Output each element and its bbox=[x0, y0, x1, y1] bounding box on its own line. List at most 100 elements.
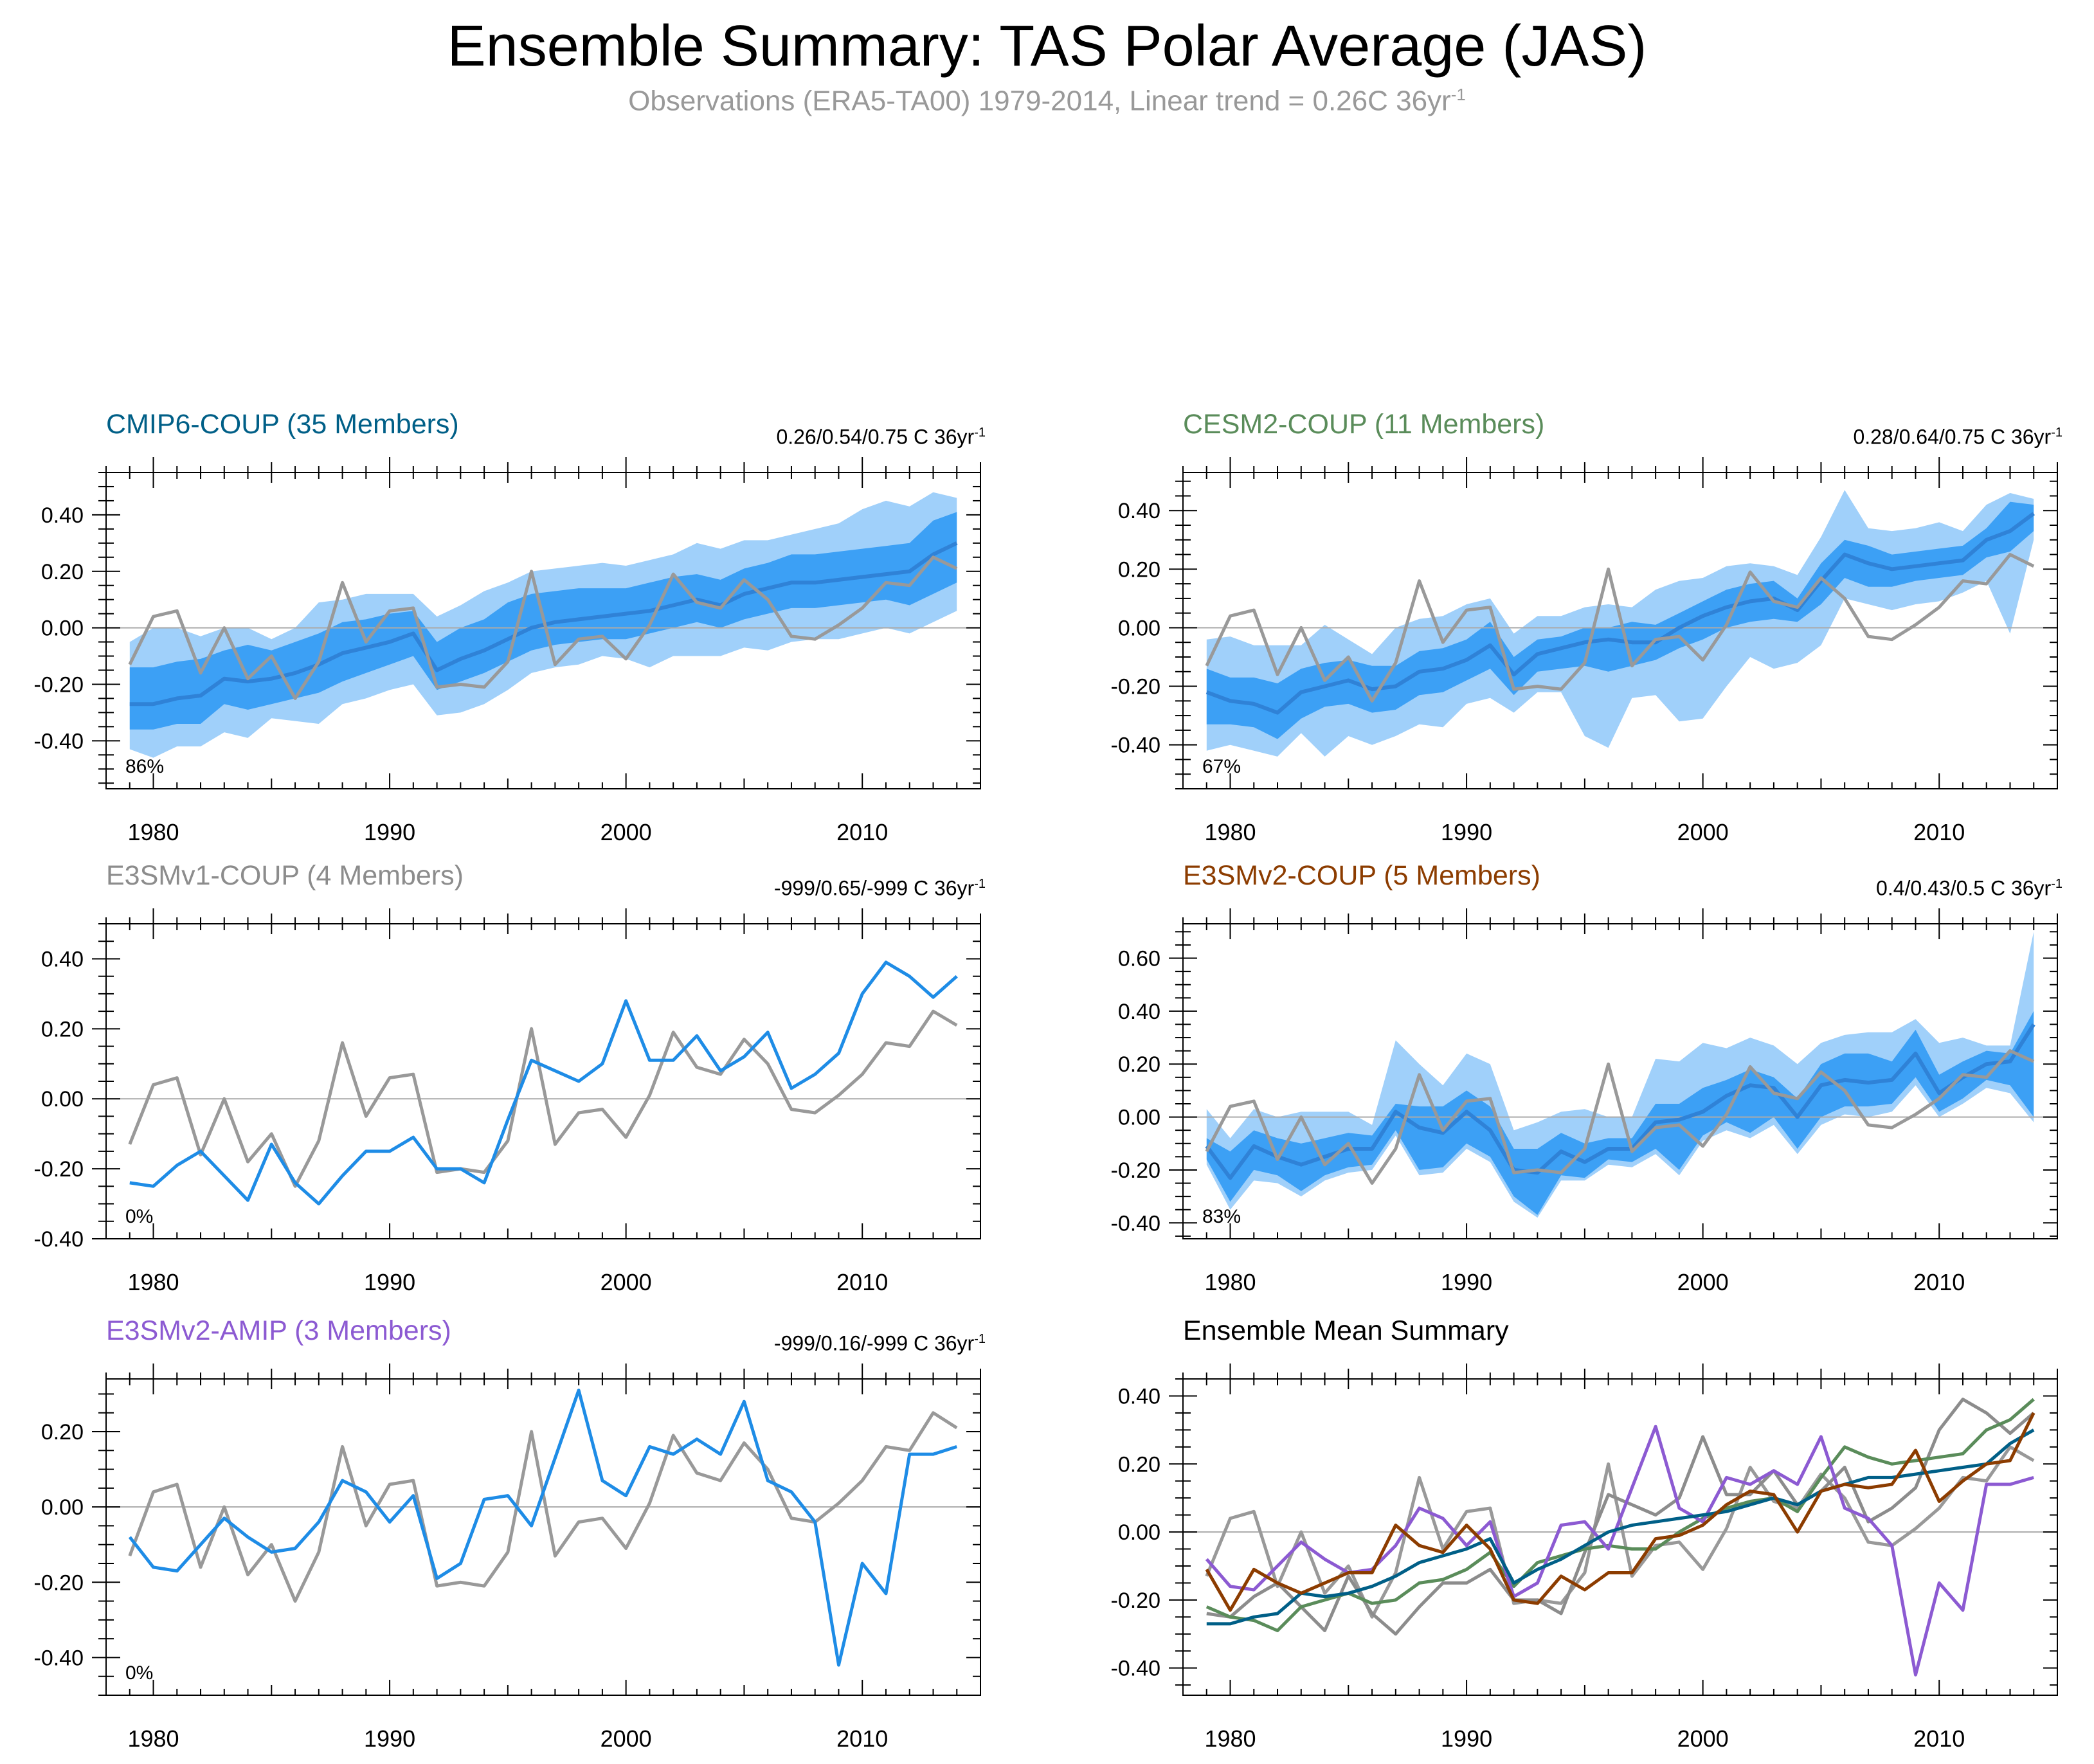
e3smv2-percent-label: 83% bbox=[1202, 1206, 1241, 1227]
e3smv1-trend-superscript: -1 bbox=[974, 877, 986, 891]
e3smv2-ytick-label: 0.20 bbox=[1118, 1052, 1160, 1077]
summary-xtick-label: 1990 bbox=[1441, 1725, 1492, 1752]
cmip6-ytick-label: -0.40 bbox=[34, 729, 84, 753]
e3smv2-ytick-label: 0.60 bbox=[1118, 947, 1160, 971]
cesm2-title: CESM2-COUP (11 Members) bbox=[1183, 408, 1544, 440]
e3smv2-trend-text: 0.4/0.43/0.5 C 36yr bbox=[1876, 876, 2052, 900]
cmip6-ticks bbox=[92, 457, 981, 789]
e3smv1-ytick-label: 0.40 bbox=[41, 947, 84, 971]
cesm2-frame bbox=[1182, 472, 2058, 789]
e3smv1-plot-area bbox=[106, 960, 980, 1206]
cesm2-panel: 0.40 0.20 0.00 -0.20 -0.40 1980 1990 2000 2010 67… bbox=[1111, 457, 2058, 845]
cmip6-xtick-label: 2000 bbox=[600, 819, 652, 845]
e3smv1-ytick-label: 0.00 bbox=[41, 1087, 84, 1112]
e3smv1-observation-line bbox=[128, 1009, 958, 1188]
summary-xtick-label: 2000 bbox=[1677, 1725, 1729, 1752]
cmip6-ytick-label: 0.40 bbox=[41, 503, 84, 528]
cmip6-title-text: CMIP6-COUP (35 Members) bbox=[106, 409, 459, 440]
e3smv2-xtick-label: 1980 bbox=[1204, 1269, 1256, 1295]
cmip6-trend-superscript: -1 bbox=[974, 426, 986, 440]
summary-xtick-label: 2010 bbox=[1913, 1725, 1965, 1752]
amip-trend-superscript: -1 bbox=[974, 1332, 986, 1346]
summary-xtick-label: 1980 bbox=[1204, 1725, 1256, 1752]
e3smv2-xtick-label: 2000 bbox=[1677, 1269, 1729, 1295]
subtitle-superscript: -1 bbox=[1450, 85, 1466, 104]
summary-series-amip bbox=[1205, 1425, 2034, 1677]
cmip6-xtick-label: 1990 bbox=[364, 819, 415, 845]
e3smv2-panel: 0.60 0.40 0.20 0.00 -0.20 -0.40 1980 1990 2000 20… bbox=[1111, 908, 2058, 1295]
cmip6-panel: 0.40 0.20 0.00 -0.20 -0.40 1980 1990 2000 2010 86… bbox=[34, 457, 981, 845]
cmip6-percent-label: 86% bbox=[125, 756, 164, 777]
cmip6-xtick-label: 1980 bbox=[127, 819, 179, 845]
subtitle-text: Observations (ERA5-TA00) 1979-2014, Line… bbox=[628, 85, 1451, 117]
e3smv2-xtick-label: 2010 bbox=[1913, 1269, 1965, 1295]
cmip6-observation-line bbox=[128, 555, 958, 700]
e3smv2-trend: 0.4/0.43/0.5 C 36yr-1 bbox=[1876, 871, 2062, 901]
e3smv1-panel: 0.40 0.20 0.00 -0.20 -0.40 1980 1990 2000 2010 0% bbox=[34, 908, 981, 1295]
e3smv2-observation-line bbox=[1205, 1049, 2035, 1185]
e3smv2-frame bbox=[1182, 923, 2058, 1239]
amip-panel: 0.20 0.00 -0.20 -0.40 1980 1990 2000 2010 0% bbox=[34, 1364, 981, 1752]
amip-xtick-label: 2010 bbox=[836, 1725, 888, 1752]
amip-title-text: E3SMv2-AMIP (3 Members) bbox=[106, 1315, 451, 1346]
cmip6-trend-text: 0.26/0.54/0.75 C 36yr bbox=[776, 425, 975, 449]
e3smv1-ticks bbox=[92, 908, 981, 1239]
summary-panel: 0.40 0.20 0.00 -0.20 -0.40 1980 1990 2000 2010 bbox=[1111, 1364, 2058, 1752]
cmip6-frame bbox=[105, 472, 981, 789]
e3smv1-ytick-label: -0.40 bbox=[34, 1227, 84, 1252]
e3smv2-title-text: E3SMv2-COUP (5 Members) bbox=[1183, 860, 1540, 891]
e3smv2-trend-superscript: -1 bbox=[2051, 877, 2062, 891]
cesm2-ytick-label: 0.40 bbox=[1118, 499, 1160, 523]
amip-ensemble-mean-line bbox=[128, 1389, 957, 1667]
e3smv1-title-text: E3SMv1-COUP (4 Members) bbox=[106, 860, 464, 891]
e3smv1-title: E3SMv1-COUP (4 Members) bbox=[106, 860, 464, 892]
summary-ytick-label: 0.20 bbox=[1118, 1452, 1160, 1477]
e3smv1-percent-label: 0% bbox=[125, 1206, 153, 1227]
cmip6-ytick-label: -0.20 bbox=[34, 672, 84, 697]
amip-trend: -999/0.16/-999 C 36yr-1 bbox=[774, 1326, 986, 1356]
e3smv1-xtick-label: 1980 bbox=[127, 1269, 179, 1295]
cesm2-trend: 0.28/0.64/0.75 C 36yr-1 bbox=[1853, 420, 2062, 450]
summary-series-e3smv1 bbox=[1206, 1398, 2035, 1636]
cesm2-ytick-label: 0.20 bbox=[1118, 557, 1160, 582]
page-title: Ensemble Summary: TAS Polar Average (JAS… bbox=[447, 14, 1647, 78]
amip-xtick-label: 1980 bbox=[127, 1725, 179, 1752]
e3smv2-xtick-label: 1990 bbox=[1441, 1269, 1492, 1295]
summary-ytick-label: -0.40 bbox=[1111, 1657, 1161, 1681]
cmip6-title: CMIP6-COUP (35 Members) bbox=[106, 408, 459, 440]
amip-xtick-label: 1990 bbox=[364, 1725, 415, 1752]
cesm2-ensemble-mean-line bbox=[1205, 512, 2035, 715]
cesm2-percent-label: 67% bbox=[1202, 756, 1241, 777]
e3smv2-ytick-label: 0.00 bbox=[1118, 1106, 1160, 1130]
amip-ticks bbox=[92, 1364, 981, 1696]
amip-ytick-label: -0.20 bbox=[34, 1571, 84, 1595]
page-subtitle: Observations (ERA5-TA00) 1979-2014, Line… bbox=[0, 85, 2094, 118]
e3smv1-xtick-label: 2010 bbox=[836, 1269, 888, 1295]
e3smv2-ensemble-mean-line bbox=[1205, 1023, 2035, 1180]
amip-frame bbox=[105, 1378, 981, 1696]
cesm2-xtick-label: 2000 bbox=[1677, 819, 1729, 845]
e3smv1-xtick-label: 1990 bbox=[364, 1269, 415, 1295]
cesm2-inner-band bbox=[1206, 501, 2034, 739]
cesm2-trend-superscript: -1 bbox=[2051, 426, 2062, 440]
summary-ytick-label: 0.00 bbox=[1118, 1520, 1160, 1545]
e3smv2-ytick-label: -0.40 bbox=[1111, 1211, 1161, 1236]
amip-title: E3SMv2-AMIP (3 Members) bbox=[106, 1315, 451, 1347]
e3smv2-inner-band bbox=[1206, 1011, 2034, 1215]
e3smv1-trend-text: -999/0.65/-999 C 36yr bbox=[773, 876, 975, 900]
e3smv1-xtick-label: 2000 bbox=[600, 1269, 652, 1295]
e3smv1-trend: -999/0.65/-999 C 36yr-1 bbox=[774, 871, 986, 901]
e3smv1-ytick-label: -0.20 bbox=[34, 1157, 84, 1182]
amip-trend-text: -999/0.16/-999 C 36yr bbox=[773, 1331, 975, 1355]
cesm2-xtick-label: 1990 bbox=[1441, 819, 1492, 845]
cmip6-ytick-label: 0.20 bbox=[41, 560, 84, 584]
cesm2-xtick-label: 1980 bbox=[1204, 819, 1256, 845]
summary-plot-area bbox=[1183, 1398, 2057, 1677]
cesm2-plot-area bbox=[1183, 490, 2057, 757]
cesm2-title-text: CESM2-COUP (11 Members) bbox=[1183, 409, 1545, 440]
summary-ytick-label: -0.20 bbox=[1111, 1589, 1161, 1613]
amip-ytick-label: -0.40 bbox=[34, 1646, 84, 1670]
amip-ytick-label: 0.00 bbox=[41, 1495, 84, 1520]
summary-title-text: Ensemble Mean Summary bbox=[1183, 1315, 1509, 1346]
